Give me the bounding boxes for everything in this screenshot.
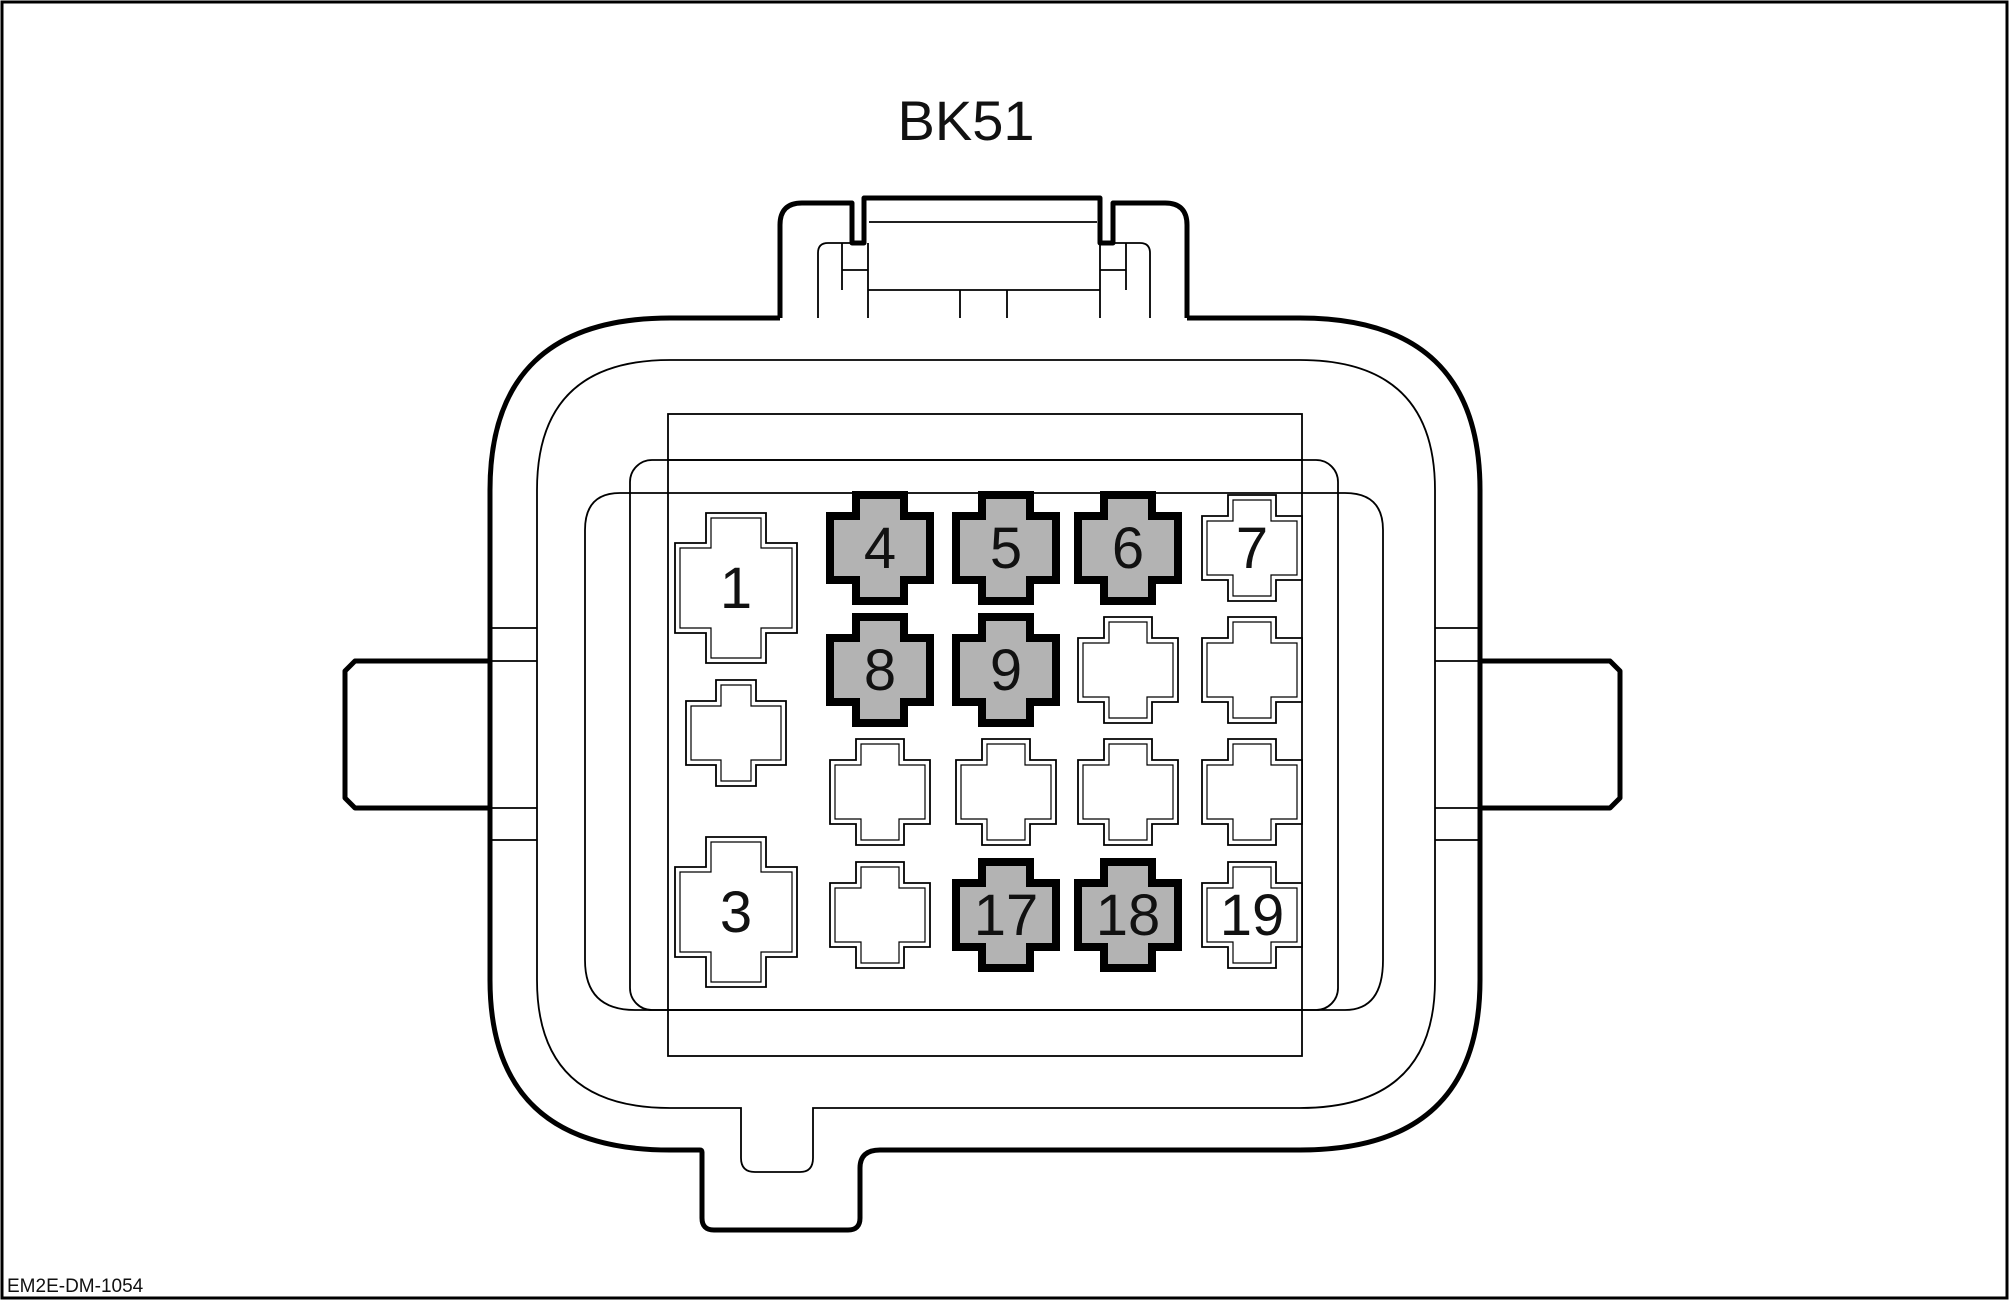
- pin-number-label: 17: [974, 883, 1039, 948]
- pin-cavity-inner-edge: [679, 841, 793, 983]
- pin-number-label: 5: [990, 516, 1022, 581]
- pin-cavity-1: 1: [674, 512, 798, 664]
- pin-cavity-inner-edge: [1206, 866, 1298, 964]
- pin-cavity-4: 4: [826, 491, 934, 605]
- pin-number-label: 6: [1112, 516, 1144, 581]
- pin-number-label: 7: [1236, 516, 1268, 581]
- right-mounting-ear: [1480, 658, 1623, 811]
- pin-cavity-12: [829, 738, 931, 846]
- pin-cavity-outline: [952, 613, 1060, 727]
- pin-cavity-outline: [674, 836, 798, 988]
- pin-cavity-10: [1077, 616, 1179, 724]
- housing-inner-lines: [490, 359, 1480, 1173]
- pin-cavity-outline: [826, 613, 934, 727]
- pin-cavity-outline: [1074, 491, 1182, 605]
- pin-number-label: 8: [864, 638, 896, 703]
- pin-cavity-15: [1201, 738, 1303, 846]
- pin-cavity-inner-edge: [1206, 743, 1298, 841]
- pin-cavity-11: [1201, 616, 1303, 724]
- pin-cavity-14: [1077, 738, 1179, 846]
- pin-number-label: 9: [990, 638, 1022, 703]
- pin-cavity-8: 8: [826, 613, 934, 727]
- pin-cavity-inner-edge: [690, 684, 782, 782]
- pin-cavity-3: 3: [674, 836, 798, 988]
- pin-cavity-2: [685, 679, 787, 787]
- pin-cavity-outline: [826, 491, 934, 605]
- pin-cavity-19: 19: [1201, 861, 1303, 969]
- pin-cavity-inner-edge: [834, 743, 926, 841]
- top-latch-housing: [777, 195, 1190, 318]
- left-mounting-ear: [342, 658, 490, 811]
- pin-cavity-inner-edge: [679, 517, 793, 659]
- pin-cavity-5: 5: [952, 491, 1060, 605]
- pin-cavity-outline: [674, 512, 798, 664]
- pin-cavity-inner-edge: [1082, 621, 1174, 719]
- pin-cavity-18: 18: [1074, 858, 1182, 972]
- pin-cavity-13: [955, 738, 1057, 846]
- pin-cavity-17: 17: [952, 858, 1060, 972]
- pin-cavity-7: 7: [1201, 494, 1303, 602]
- pin-cavity-outline: [952, 858, 1060, 972]
- pin-cavity-inner-edge: [960, 743, 1052, 841]
- connector-id-label: BK51: [898, 89, 1035, 152]
- pin-number-label: 18: [1096, 883, 1161, 948]
- pin-cavity-inner-edge: [1082, 743, 1174, 841]
- pin-cavity-16: [829, 861, 931, 969]
- pin-cavity-inner-edge: [834, 866, 926, 964]
- pin-cavity-9: 9: [952, 613, 1060, 727]
- pin-number-label: 1: [720, 556, 752, 621]
- pin-number-label: 4: [864, 516, 896, 581]
- pin-cavity-6: 6: [1074, 491, 1182, 605]
- pin-cavity-outline: [1074, 858, 1182, 972]
- pin-cavity-inner-edge: [1206, 499, 1298, 597]
- pin-cavities: 1 3 4 5 6 7 8 9 17 18 19: [674, 491, 1303, 988]
- pin-cavity-outline: [952, 491, 1060, 605]
- drawing-code: EM2E-DM-1054: [7, 1276, 144, 1297]
- pin-cavity-inner-edge: [1206, 621, 1298, 719]
- pin-number-label: 19: [1220, 883, 1285, 948]
- pin-number-label: 3: [720, 880, 752, 945]
